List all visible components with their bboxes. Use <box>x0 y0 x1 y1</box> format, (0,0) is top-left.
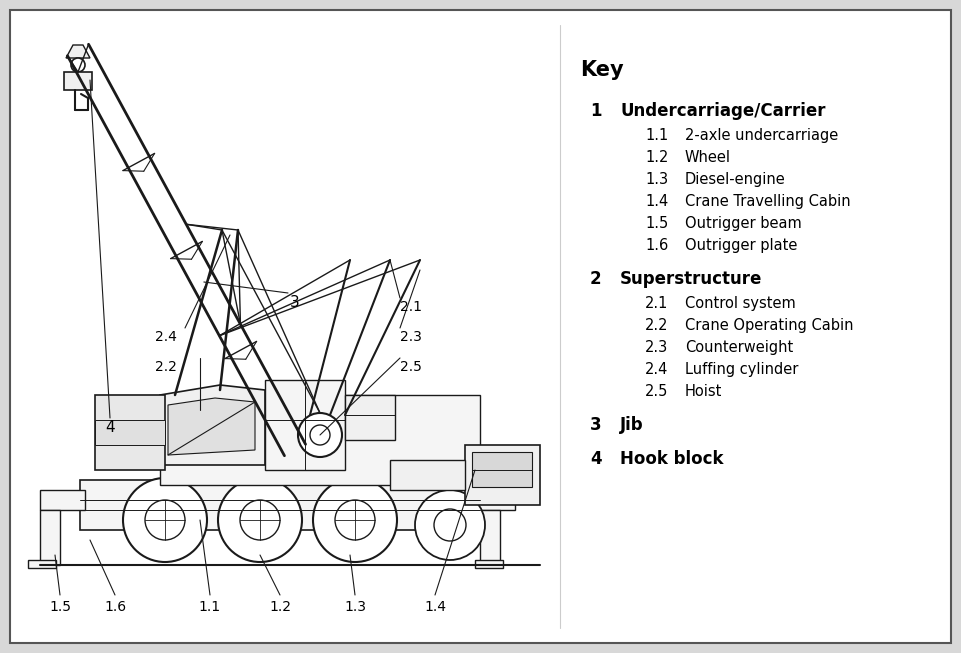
Polygon shape <box>66 45 90 58</box>
Bar <box>160 395 480 485</box>
Bar <box>265 380 345 470</box>
Circle shape <box>71 58 85 72</box>
Text: 1.1: 1.1 <box>645 128 668 143</box>
Text: Superstructure: Superstructure <box>620 270 762 288</box>
Text: 2.1: 2.1 <box>645 296 668 311</box>
Text: 1.4: 1.4 <box>645 194 668 209</box>
Polygon shape <box>160 385 265 465</box>
Circle shape <box>415 490 485 560</box>
Bar <box>64 72 92 90</box>
Text: 2.4: 2.4 <box>155 330 177 344</box>
Circle shape <box>123 478 207 562</box>
Text: 1.5: 1.5 <box>645 216 668 231</box>
Text: 1.2: 1.2 <box>645 150 668 165</box>
Bar <box>40 490 85 510</box>
Text: 2-axle undercarriage: 2-axle undercarriage <box>685 128 838 143</box>
Text: 1.6: 1.6 <box>645 238 668 253</box>
Text: 1: 1 <box>590 102 602 120</box>
Text: Crane Operating Cabin: Crane Operating Cabin <box>685 318 853 333</box>
Circle shape <box>434 509 466 541</box>
Circle shape <box>313 478 397 562</box>
Text: 4: 4 <box>590 450 602 468</box>
Bar <box>80 480 480 530</box>
Text: 2.5: 2.5 <box>645 384 668 399</box>
Circle shape <box>298 413 342 457</box>
Text: Crane Travelling Cabin: Crane Travelling Cabin <box>685 194 850 209</box>
Text: 1.4: 1.4 <box>424 600 446 614</box>
Text: 1.2: 1.2 <box>269 600 291 614</box>
Circle shape <box>310 425 330 445</box>
Bar <box>390 460 465 490</box>
Bar <box>28 560 56 568</box>
Text: 3: 3 <box>590 416 602 434</box>
Bar <box>475 560 503 568</box>
Text: 2.5: 2.5 <box>400 360 422 374</box>
Text: Outrigger plate: Outrigger plate <box>685 238 798 253</box>
Text: 3: 3 <box>290 295 300 310</box>
Text: 4: 4 <box>105 420 114 435</box>
Bar <box>470 490 515 510</box>
Bar <box>480 510 500 565</box>
Text: Jib: Jib <box>620 416 644 434</box>
Text: 2.2: 2.2 <box>155 360 177 374</box>
Text: Wheel: Wheel <box>685 150 731 165</box>
Text: 2.2: 2.2 <box>645 318 669 333</box>
Text: 1.3: 1.3 <box>344 600 366 614</box>
Text: 2.3: 2.3 <box>400 330 422 344</box>
Text: 2.3: 2.3 <box>645 340 668 355</box>
Text: Luffing cylinder: Luffing cylinder <box>685 362 799 377</box>
Circle shape <box>240 500 280 540</box>
Text: Hoist: Hoist <box>685 384 723 399</box>
Circle shape <box>145 500 185 540</box>
Text: 2: 2 <box>590 270 602 288</box>
Text: Hook block: Hook block <box>620 450 724 468</box>
Bar <box>40 510 60 565</box>
Bar <box>95 420 165 445</box>
Bar <box>95 395 165 470</box>
Text: 1.5: 1.5 <box>49 600 71 614</box>
Circle shape <box>218 478 302 562</box>
Polygon shape <box>168 398 255 455</box>
Text: 2.4: 2.4 <box>645 362 668 377</box>
Bar <box>472 452 532 487</box>
Text: Outrigger beam: Outrigger beam <box>685 216 801 231</box>
Text: Counterweight: Counterweight <box>685 340 793 355</box>
Text: 2.1: 2.1 <box>400 300 422 314</box>
Bar <box>345 395 395 440</box>
Text: 1.6: 1.6 <box>104 600 126 614</box>
Text: Undercarriage/Carrier: Undercarriage/Carrier <box>620 102 825 120</box>
Bar <box>465 445 540 505</box>
Circle shape <box>335 500 375 540</box>
Text: 1.1: 1.1 <box>199 600 221 614</box>
Text: Key: Key <box>580 60 624 80</box>
Text: 1.3: 1.3 <box>645 172 668 187</box>
Text: Diesel-engine: Diesel-engine <box>685 172 786 187</box>
Text: Control system: Control system <box>685 296 796 311</box>
